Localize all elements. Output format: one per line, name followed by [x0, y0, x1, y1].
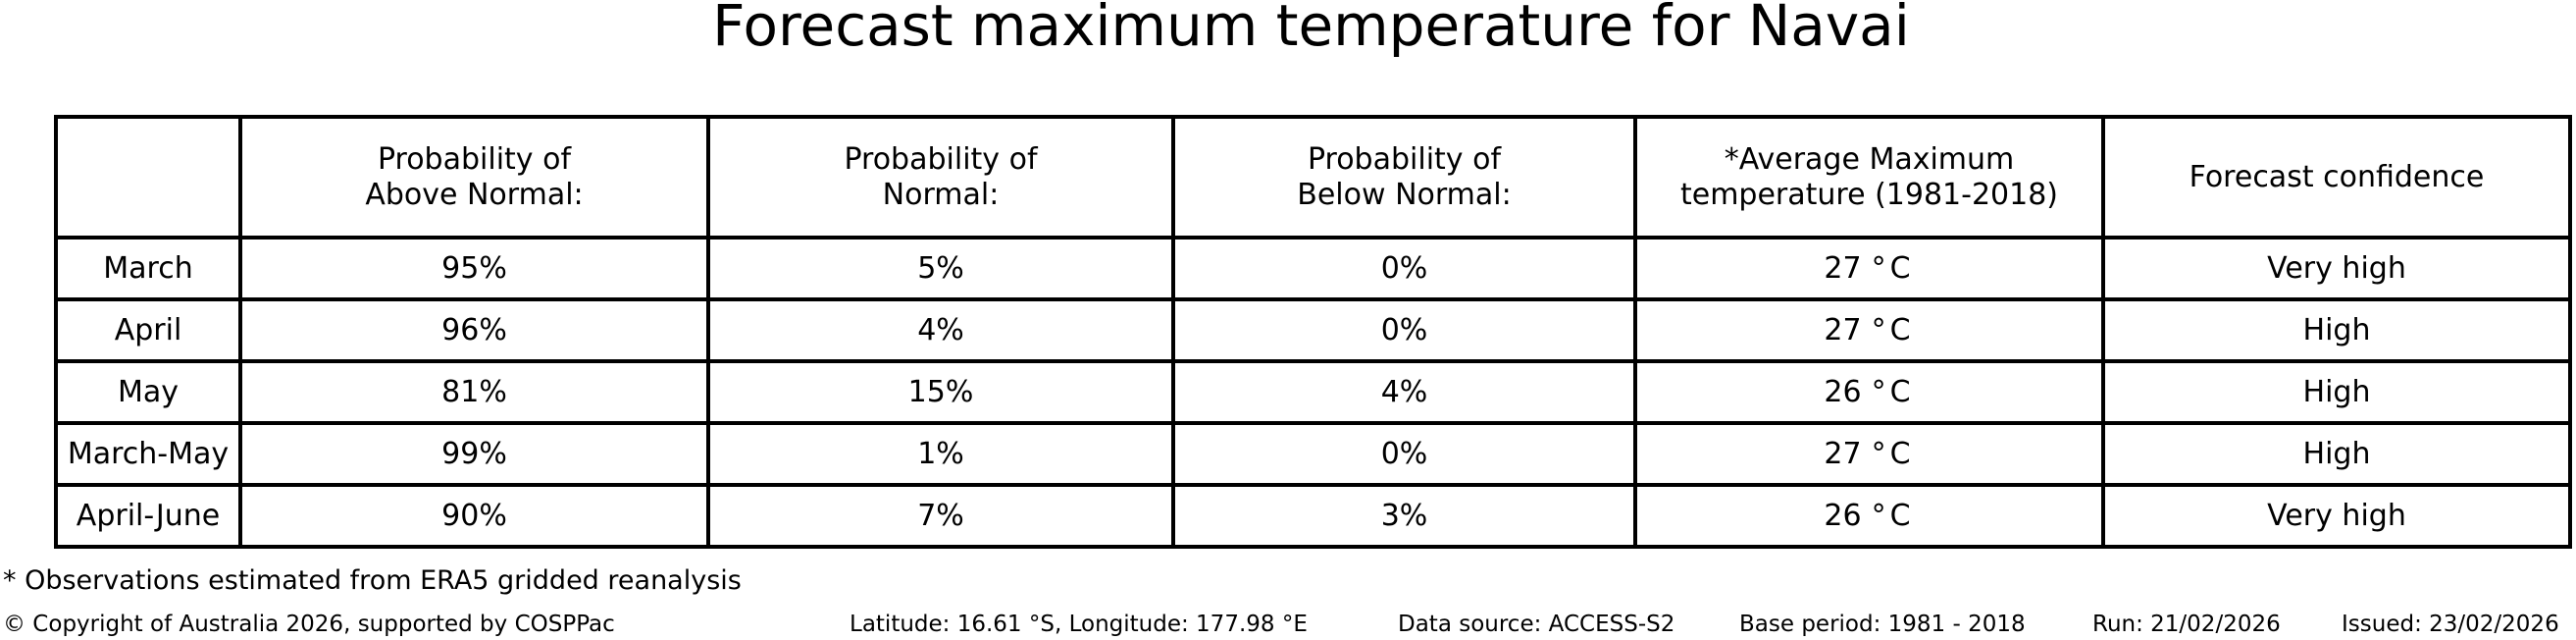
run-date-text: Run: 21/02/2026: [2092, 612, 2281, 637]
cell-average-max-temp: 27 °C: [1633, 421, 2105, 487]
row-label: April-June: [54, 483, 242, 549]
temp-value: 27: [1824, 251, 1862, 286]
cell-forecast-confidence: High: [2101, 359, 2572, 425]
temp-unit: °C: [1871, 251, 1915, 286]
cell-above-normal: 81%: [238, 359, 710, 425]
temp-value: 26: [1824, 499, 1862, 533]
cell-normal: 7%: [706, 483, 1175, 549]
temp-value: 26: [1824, 375, 1862, 409]
table-row: April 96% 4% 0% 27 °C High: [54, 297, 2572, 363]
cell-below-normal: 0%: [1171, 297, 1637, 363]
cell-normal: 1%: [706, 421, 1175, 487]
corner-cell: [54, 115, 242, 240]
cell-above-normal: 90%: [238, 483, 710, 549]
cell-average-max-temp: 27 °C: [1633, 297, 2105, 363]
cell-average-max-temp: 27 °C: [1633, 236, 2105, 301]
temp-unit: °C: [1871, 375, 1915, 409]
table-row: May 81% 15% 4% 26 °C High: [54, 359, 2572, 425]
table-header-row: Probability of Above Normal: Probability…: [54, 115, 2572, 240]
cell-below-normal: 0%: [1171, 236, 1637, 301]
issued-date-text: Issued: 23/02/2026: [2342, 612, 2559, 637]
col-header-above-normal: Probability of Above Normal:: [238, 115, 710, 240]
cell-average-max-temp: 26 °C: [1633, 483, 2105, 549]
col-header-forecast-confidence: Forecast confidence: [2101, 115, 2572, 240]
table-row: March 95% 5% 0% 27 °C Very high: [54, 236, 2572, 301]
col-header-normal: Probability of Normal:: [706, 115, 1175, 240]
temp-unit: °C: [1871, 437, 1915, 471]
data-source-text: Data source: ACCESS-S2: [1398, 612, 1675, 637]
cell-normal: 4%: [706, 297, 1175, 363]
row-label: April: [54, 297, 242, 363]
cell-forecast-confidence: Very high: [2101, 483, 2572, 549]
row-label: May: [54, 359, 242, 425]
temp-unit: °C: [1871, 499, 1915, 533]
cell-below-normal: 3%: [1171, 483, 1637, 549]
col-header-average-max-temp: *Average Maximum temperature (1981-2018): [1633, 115, 2105, 240]
forecast-table: Probability of Above Normal: Probability…: [54, 115, 2572, 549]
row-label: March-May: [54, 421, 242, 487]
cell-below-normal: 0%: [1171, 421, 1637, 487]
cell-forecast-confidence: High: [2101, 421, 2572, 487]
temp-unit: °C: [1871, 313, 1915, 347]
table-row: March-May 99% 1% 0% 27 °C High: [54, 421, 2572, 487]
cell-above-normal: 96%: [238, 297, 710, 363]
cell-below-normal: 4%: [1171, 359, 1637, 425]
table-row: April-June 90% 7% 3% 26 °C Very high: [54, 483, 2572, 549]
cell-normal: 15%: [706, 359, 1175, 425]
copyright-text: © Copyright of Australia 2026, supported…: [3, 612, 615, 637]
location-text: Latitude: 16.61 °S, Longitude: 177.98 °E: [850, 612, 1308, 637]
temp-value: 27: [1824, 313, 1862, 347]
observations-footnote: * Observations estimated from ERA5 gridd…: [3, 565, 742, 596]
cell-average-max-temp: 26 °C: [1633, 359, 2105, 425]
cell-above-normal: 95%: [238, 236, 710, 301]
cell-forecast-confidence: High: [2101, 297, 2572, 363]
figure-title: Forecast maximum temperature for Navai: [712, 0, 1910, 59]
col-header-below-normal: Probability of Below Normal:: [1171, 115, 1637, 240]
cell-above-normal: 99%: [238, 421, 710, 487]
temp-value: 27: [1824, 437, 1862, 471]
row-label: March: [54, 236, 242, 301]
cell-forecast-confidence: Very high: [2101, 236, 2572, 301]
base-period-text: Base period: 1981 - 2018: [1739, 612, 2026, 637]
cell-normal: 5%: [706, 236, 1175, 301]
